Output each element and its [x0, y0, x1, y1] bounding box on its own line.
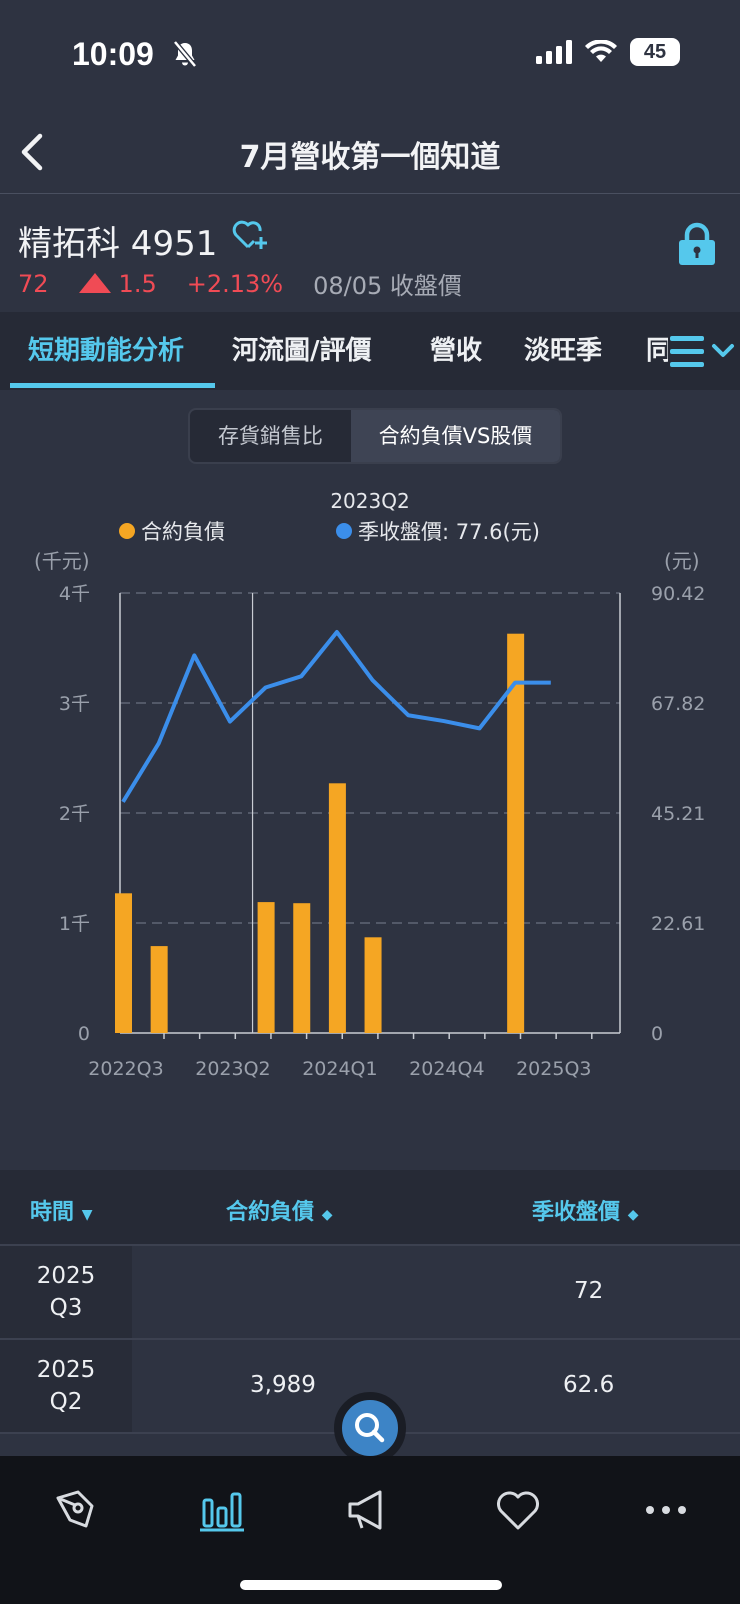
tab-more[interactable]: 同 [646, 336, 673, 366]
right-tick-label: 0 [651, 1023, 663, 1045]
right-tick-label: 67.82 [651, 693, 705, 715]
liability-bar [293, 903, 311, 1033]
lock-icon[interactable] [676, 222, 718, 266]
x-tick-label: 2024Q1 [302, 1058, 377, 1080]
stock-quote: 72 1.5 +2.13% 08/05 收盤價 [18, 266, 462, 301]
right-tick-label: 45.21 [651, 803, 705, 825]
right-axis-unit: (元) [664, 549, 700, 573]
bar-chart-icon[interactable] [198, 1486, 246, 1534]
segment-inventory-sales[interactable]: 存貨銷售比 [217, 424, 323, 448]
table-row[interactable]: 2025 Q3 72 [0, 1246, 740, 1340]
row-price: 62.6 [563, 1372, 615, 1398]
left-tick-label: 4千 [59, 583, 90, 605]
home-indicator [240, 1580, 502, 1590]
row-price: 72 [574, 1278, 604, 1304]
left-tick-label: 2千 [59, 803, 90, 825]
x-tick-label: 2025Q3 [516, 1058, 591, 1080]
liability-bar [257, 902, 275, 1033]
back-chevron-icon[interactable] [14, 132, 54, 172]
liability-bar [364, 937, 382, 1033]
search-button[interactable] [334, 1392, 406, 1464]
legend-price: 季收盤價: 77.6(元) [358, 520, 540, 544]
header-time[interactable]: 時間 ▼ [30, 1200, 93, 1225]
bell-muted-icon [173, 40, 197, 68]
legend-liability-dot [119, 523, 135, 539]
header-liability[interactable]: 合約負債 ◆ [226, 1200, 333, 1225]
menu-icon [670, 336, 734, 367]
row-time: 2025 Q3 [0, 1246, 132, 1338]
segment-liability-vs-price[interactable]: 合約負債VS股價 [350, 410, 560, 462]
tab-river[interactable]: 河流圖/評價 [232, 336, 372, 366]
table-header: 時間 ▼ 合約負債 ◆ 季收盤價 ◆ [0, 1170, 740, 1246]
more-icon[interactable] [642, 1486, 690, 1534]
header-price[interactable]: 季收盤價 ◆ [532, 1200, 639, 1225]
sort-both-icon: ◆ [627, 1207, 639, 1223]
liability-bar [150, 946, 168, 1033]
liability-bar [328, 783, 346, 1033]
megaphone-icon[interactable] [346, 1486, 394, 1534]
tab-underline [10, 383, 215, 388]
sort-down-icon: ▼ [81, 1207, 93, 1223]
bottom-tab-bar [0, 1456, 740, 1604]
status-bar: 10:09 45 [0, 0, 740, 110]
chart-tooltip-title: 2023Q2 [330, 490, 409, 513]
chart-type-segment: 存貨銷售比 合約負債VS股價 [188, 408, 562, 464]
tab-seasonal[interactable]: 淡旺季 [524, 336, 603, 366]
legend-liability: 合約負債 [141, 520, 225, 544]
legend-price-dot [336, 523, 352, 539]
page-title: 7月營收第一個知道 [239, 140, 501, 175]
battery-indicator: 45 [630, 38, 680, 66]
liability-bar [115, 893, 132, 1033]
tab-menu-button[interactable] [668, 330, 740, 374]
stock-change-pct: +2.13% [186, 269, 284, 298]
liability-bar [507, 633, 525, 1033]
sort-both-icon: ◆ [321, 1207, 333, 1223]
right-tick-label: 90.42 [651, 583, 705, 605]
heart-add-icon[interactable] [232, 218, 270, 252]
x-tick-label: 2024Q4 [409, 1058, 484, 1080]
tab-bar: 短期動能分析 河流圖/評價 營收 淡旺季 同 [0, 312, 740, 390]
row-liability: 3,989 [250, 1372, 316, 1398]
right-tick-label: 22.61 [651, 913, 705, 935]
price-line [121, 630, 551, 803]
left-tick-label: 3千 [59, 693, 90, 715]
left-tick-label: 1千 [59, 913, 90, 935]
stock-price: 72 [18, 269, 49, 298]
wifi-icon [585, 40, 617, 62]
signal-icon [536, 40, 572, 64]
data-table: 時間 ▼ 合約負債 ◆ 季收盤價 ◆ 2025 Q3 72 2025 Q2 3,98… [0, 1170, 740, 1434]
left-tick-label: 0 [78, 1023, 90, 1045]
search-icon [355, 1413, 385, 1443]
heart-icon[interactable] [494, 1486, 542, 1534]
row-time: 2025 Q2 [0, 1340, 132, 1432]
nav-bar: 7月營收第一個知道 [0, 110, 740, 194]
tab-revenue[interactable]: 營收 [430, 336, 483, 366]
stock-change: 1.5 [78, 270, 157, 298]
status-time: 10:09 [72, 36, 154, 72]
x-tick-label: 2022Q3 [88, 1058, 163, 1080]
stock-name: 精拓科 4951 [18, 224, 218, 264]
left-axis-unit: (千元) [34, 549, 90, 573]
liability-price-chart[interactable]: 2023Q2 合約負債 季收盤價: 77.6(元) (千元) (元) 0 0 1千 2… [0, 490, 740, 1110]
up-triangle-icon [78, 272, 111, 293]
price-note: 08/05 收盤價 [313, 272, 462, 300]
pen-icon[interactable] [50, 1486, 98, 1534]
x-tick-label: 2023Q2 [195, 1058, 270, 1080]
tab-momentum[interactable]: 短期動能分析 [28, 336, 185, 366]
